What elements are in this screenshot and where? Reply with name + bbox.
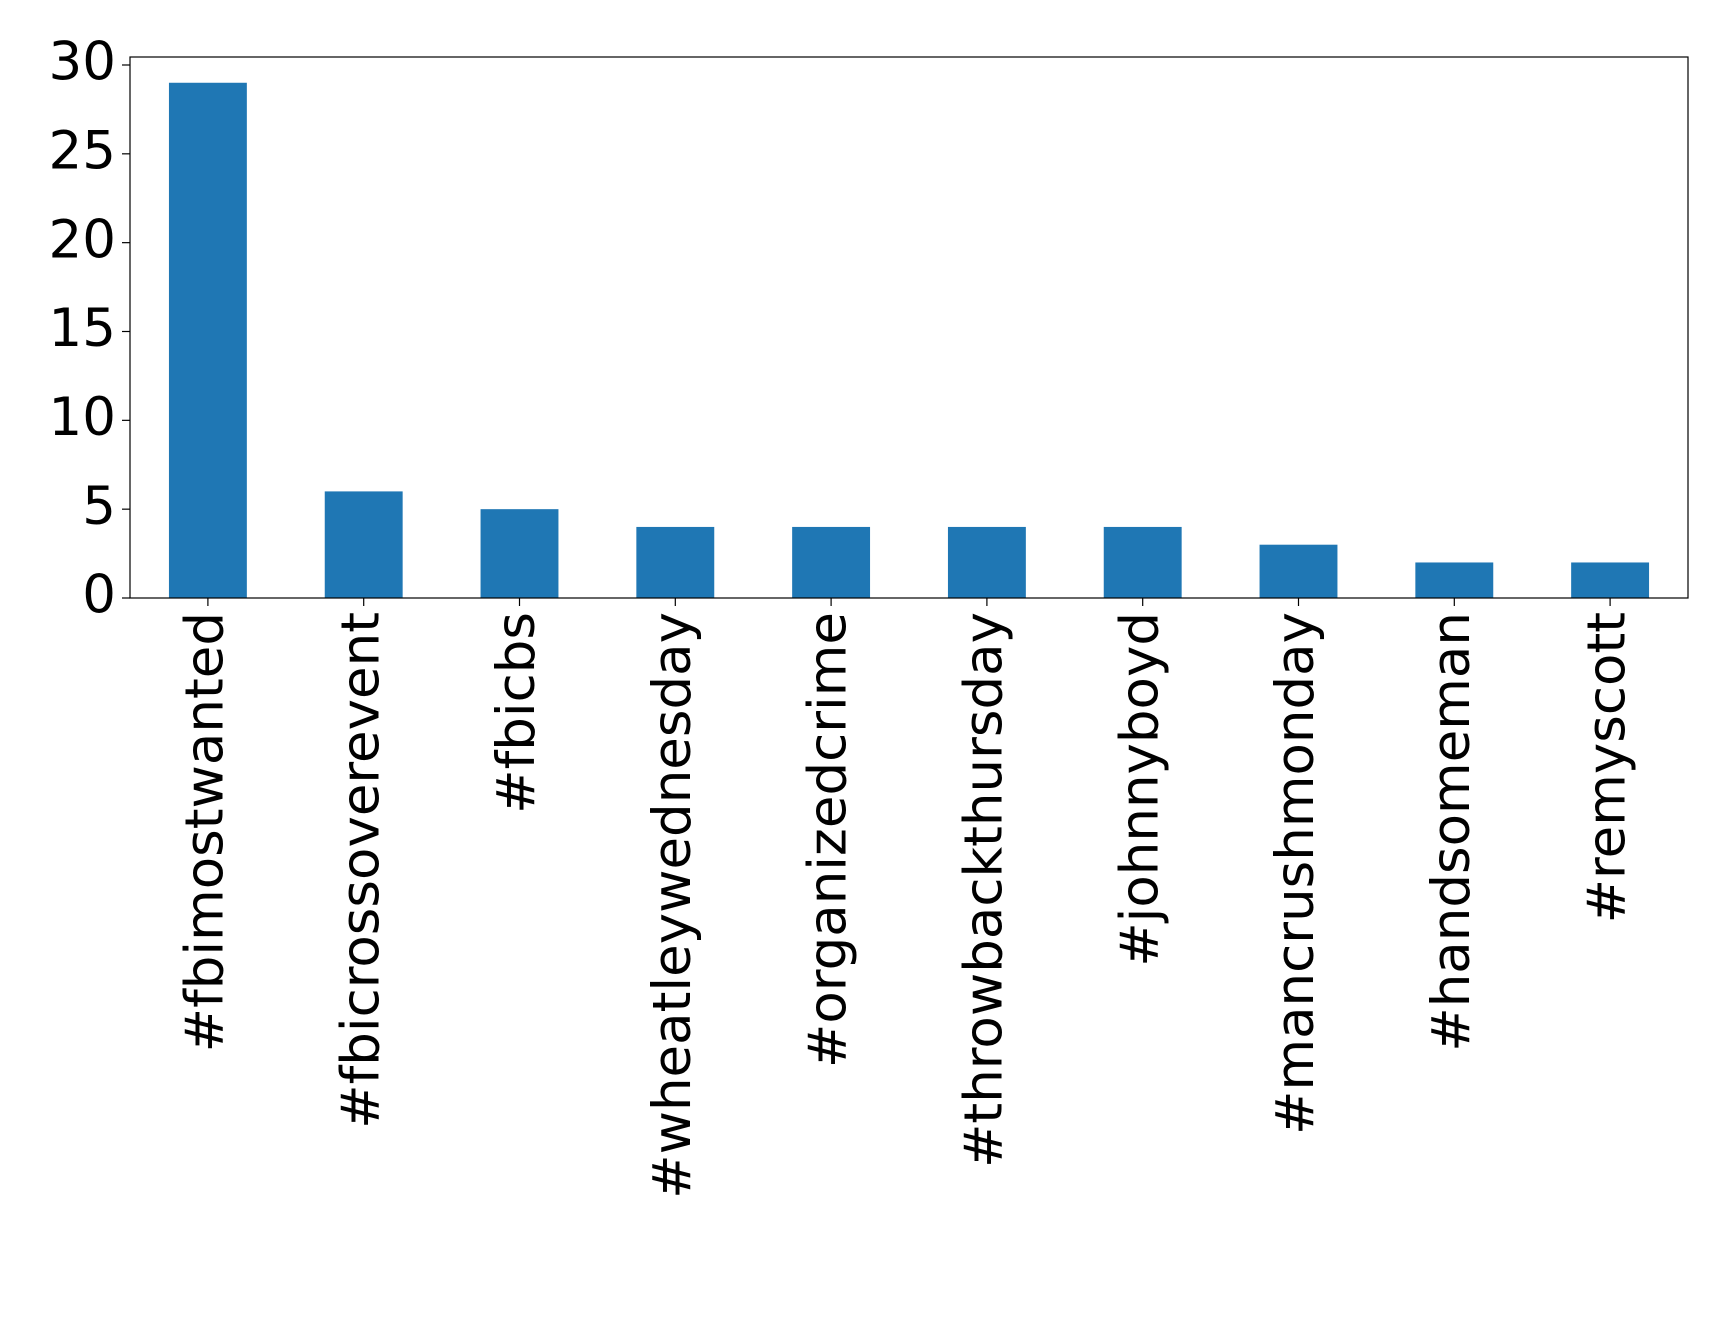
bar	[1259, 544, 1338, 598]
bar	[1571, 562, 1650, 598]
x-tick-label: #johnnyboyd	[1109, 612, 1170, 967]
bar	[636, 526, 715, 598]
y-tick-label: 20	[49, 209, 116, 270]
y-tick-label: 10	[49, 387, 116, 448]
y-tick-label: 30	[49, 32, 116, 93]
x-tick-label: #handsomeman	[1421, 612, 1482, 1052]
x-tick-label: #wheatleywednesday	[642, 612, 703, 1199]
bar	[1415, 562, 1494, 598]
bar	[480, 509, 559, 598]
x-tick-label: #mancrushmonday	[1265, 612, 1326, 1135]
x-tick-label: #fbicbs	[486, 612, 547, 814]
plot-frame	[129, 56, 1689, 599]
x-tick-label: #throwbackthursday	[954, 612, 1015, 1168]
y-tick-label: 5	[82, 476, 116, 537]
x-tick-label: #organizedcrime	[798, 612, 859, 1068]
bar	[1103, 526, 1182, 598]
bar	[324, 491, 403, 598]
y-tick-label: 15	[49, 298, 116, 359]
x-tick-label: #fbicrossoverevent	[330, 612, 391, 1129]
bar	[947, 526, 1026, 598]
bar	[792, 526, 871, 598]
x-tick-label: #fbimostwanted	[175, 612, 236, 1052]
y-tick-label: 0	[82, 565, 116, 626]
y-tick-label: 25	[49, 120, 116, 181]
x-tick-label: #remyscott	[1577, 612, 1638, 923]
bar	[168, 82, 247, 598]
